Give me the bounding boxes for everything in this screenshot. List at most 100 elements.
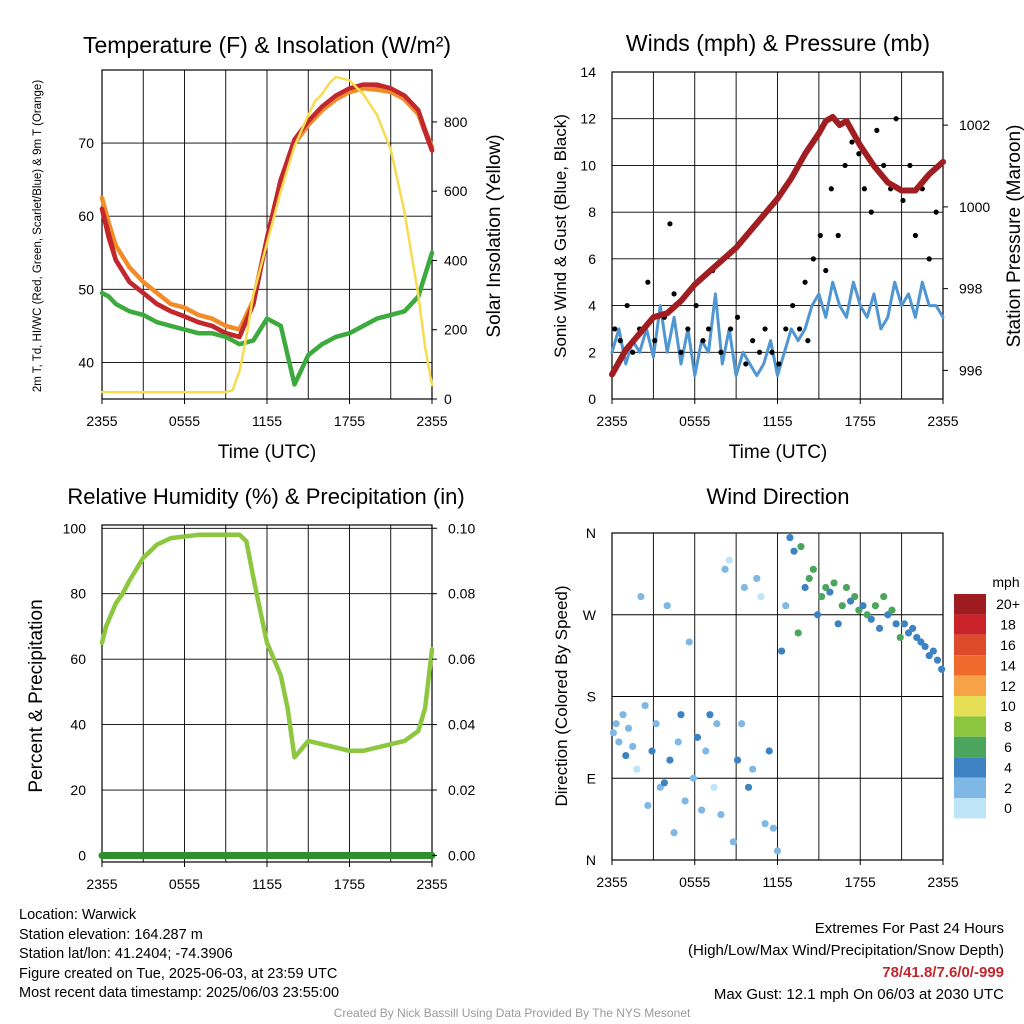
gust-point — [842, 162, 848, 169]
gust-point — [912, 232, 919, 239]
legend-label: 16 — [1000, 637, 1016, 653]
direction-point — [909, 624, 917, 632]
x-tick-label: 0555 — [679, 874, 710, 890]
direction-point — [797, 543, 805, 551]
gust-point — [783, 326, 789, 332]
winds-panel: Winds (mph) & Pressure (mb) 2355 0555 1155… — [551, 30, 1024, 463]
direction-point — [677, 711, 685, 719]
x-tick-label: 1755 — [334, 876, 365, 892]
x-tick-label: 2355 — [86, 413, 117, 429]
x-tick-label: 1155 — [762, 413, 792, 429]
legend-label: 2 — [1004, 780, 1012, 796]
direction-point — [615, 738, 623, 746]
direction-point — [925, 652, 933, 660]
gust-point — [810, 256, 816, 262]
temperature-series-line — [99, 250, 435, 387]
direction-point — [913, 633, 921, 642]
y-tick-label: 12 — [580, 111, 596, 127]
y-tick-label-right: 996 — [959, 362, 983, 378]
gust-point — [652, 338, 658, 344]
direction-point — [698, 806, 706, 814]
y-tick-label-right: 200 — [444, 322, 468, 338]
direction-point — [765, 747, 773, 755]
temperature-y-ticks: 40 50 60 70 — [78, 135, 94, 370]
relative-humidity-line — [99, 532, 435, 760]
x-tick-label: 2355 — [596, 413, 627, 429]
y-tick-label-right: 0.10 — [448, 520, 475, 536]
y-tick-label-right: 998 — [959, 281, 983, 297]
direction-point — [753, 574, 761, 583]
direction-point — [629, 742, 637, 751]
direction-point — [826, 588, 834, 596]
direction-point — [896, 633, 904, 642]
direction-point — [822, 583, 830, 592]
temperature-panel: Temperature (F) & Insolation (W/m²) 2355… — [32, 32, 505, 463]
wind-direction-panel: Wind Direction 2355 0555 1155 1755 2355 N E S W… — [552, 484, 1020, 890]
temperature-series-line — [99, 82, 435, 340]
direction-point — [721, 565, 729, 573]
gust-point — [776, 361, 782, 367]
x-tick-label: 2355 — [416, 876, 447, 892]
direction-point — [637, 592, 645, 601]
y-tick-label-right: 0.04 — [448, 717, 475, 733]
direction-point — [859, 602, 867, 610]
x-tick-label: 2355 — [86, 876, 117, 892]
direction-point — [749, 765, 757, 773]
legend-label: 8 — [1004, 719, 1012, 735]
y-tick-label-right: 0.00 — [448, 847, 475, 863]
winds-x-label: Time (UTC) — [729, 442, 828, 463]
direction-point — [773, 847, 782, 855]
y-tick-label: 4 — [588, 298, 596, 314]
direction-point — [818, 592, 826, 601]
direction-point — [888, 606, 896, 614]
legend-swatch — [954, 675, 986, 696]
y-tick-label: 40 — [70, 717, 86, 733]
x-tick-label: 2355 — [596, 874, 627, 890]
x-tick-label: 1155 — [762, 874, 792, 890]
y-tick-label-right: 800 — [444, 114, 468, 130]
direction-point — [729, 838, 737, 846]
gust-point — [802, 279, 808, 285]
x-tick-label: 2355 — [927, 413, 958, 429]
direction-point — [842, 583, 851, 592]
direction-point — [813, 611, 822, 619]
legend-label: 14 — [1000, 657, 1016, 673]
direction-point — [892, 620, 900, 628]
legend-label: 6 — [1004, 739, 1012, 755]
precipitation-y-ticks: 0.00 0.02 0.04 0.06 0.08 0.10 — [432, 520, 475, 863]
legend-swatch — [954, 798, 986, 819]
extremes-values: 78/41.8/7.6/0/-999 — [882, 964, 1004, 981]
x-tick-label: 1755 — [334, 413, 365, 429]
humidity-y-label: Percent & Precipitation — [26, 599, 47, 792]
legend-title: mph — [992, 574, 1019, 590]
pressure-y-ticks: 996 998 1000 1002 — [943, 117, 990, 378]
wind-direction-y-label: Direction (Colored By Speed) — [552, 585, 571, 806]
wind-direction-series — [609, 533, 946, 855]
direction-point — [846, 597, 855, 605]
station-pressure-line — [609, 114, 946, 378]
direction-point — [740, 583, 749, 592]
direction-point — [933, 656, 942, 664]
direction-point — [761, 820, 769, 828]
y-tick-label: W — [583, 607, 597, 623]
direction-point — [830, 579, 838, 587]
direction-point — [710, 783, 718, 791]
y-tick-label: 50 — [78, 281, 94, 297]
temperature-x-label: Time (UTC) — [218, 442, 317, 463]
gust-point — [861, 186, 867, 192]
y-tick-label-right: 400 — [444, 252, 468, 268]
gust-point — [645, 279, 651, 285]
sonic-wind-line — [610, 280, 945, 378]
gust-point — [769, 349, 775, 355]
y-tick-label: 6 — [588, 251, 596, 267]
direction-point — [689, 774, 697, 782]
direction-point — [656, 783, 664, 791]
humidity-x-ticks: 2355 0555 1155 1755 2355 — [86, 862, 448, 892]
gust-point — [743, 361, 749, 367]
gust-point — [728, 326, 734, 332]
gust-point — [693, 302, 699, 309]
insolation-line — [100, 75, 434, 394]
direction-point — [685, 638, 693, 646]
y-tick-label: N — [586, 525, 596, 541]
direction-point — [648, 747, 656, 755]
